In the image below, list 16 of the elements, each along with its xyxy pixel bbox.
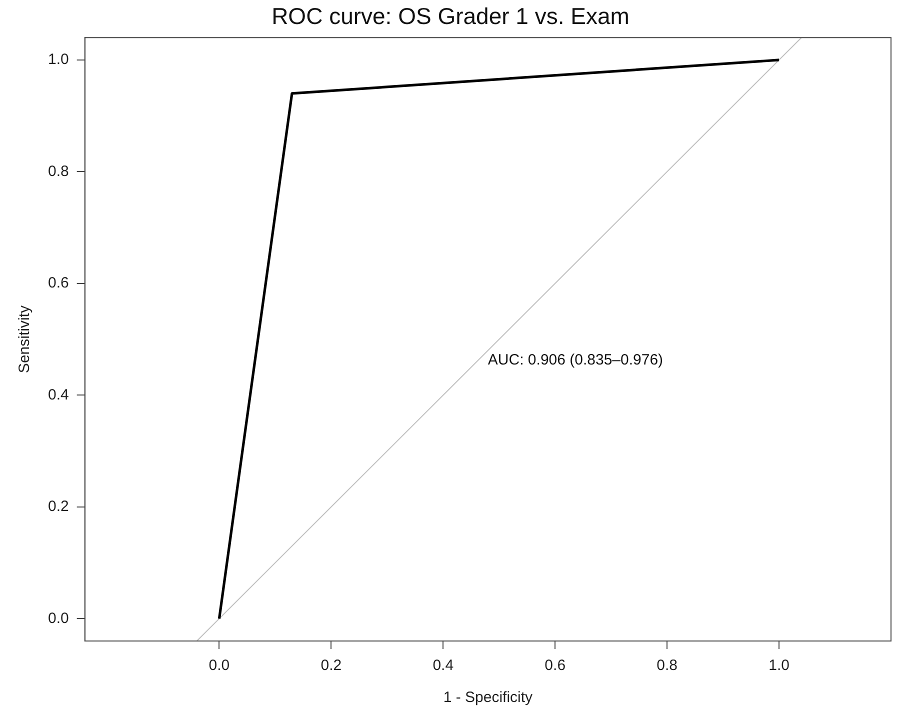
x-tick-label: 0.0 — [208, 657, 230, 674]
chart-title: ROC curve: OS Grader 1 vs. Exam — [272, 3, 630, 30]
x-tick-label: 1.0 — [768, 657, 790, 674]
y-tick-label: 0.0 — [48, 610, 69, 627]
x-tick-label: 0.8 — [656, 657, 678, 674]
y-tick-label: 0.6 — [48, 274, 69, 292]
y-tick-label: 0.2 — [48, 498, 69, 516]
x-axis-title: 1 - Specificity — [443, 689, 534, 706]
y-axis-title: Sensitivity — [16, 305, 34, 374]
x-tick-label: 0.6 — [544, 657, 566, 674]
y-tick-label: 0.8 — [48, 162, 69, 180]
x-tick-label: 0.4 — [432, 657, 454, 674]
x-tick-label: 0.2 — [320, 657, 342, 674]
y-tick-label: 1.0 — [48, 51, 69, 68]
y-tick-label: 0.4 — [48, 386, 69, 404]
annotation: AUC: 0.906 (0.835–0.976) — [488, 352, 664, 369]
